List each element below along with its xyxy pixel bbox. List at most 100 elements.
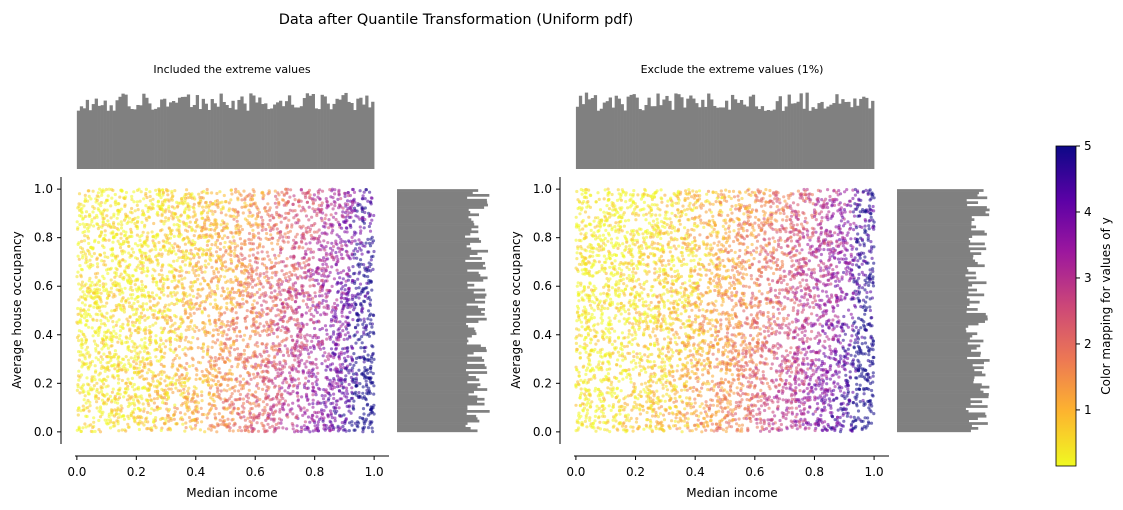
- scatter-point: [175, 245, 179, 249]
- scatter-point: [183, 384, 187, 388]
- scatter-point: [187, 386, 191, 390]
- histogram-bar: [284, 101, 289, 169]
- scatter-point: [109, 216, 113, 220]
- scatter-point: [99, 410, 103, 414]
- scatter-point: [186, 196, 190, 200]
- scatter-point: [253, 201, 257, 205]
- scatter-point: [212, 276, 216, 280]
- scatter-point: [133, 349, 137, 353]
- scatter-point: [338, 397, 342, 401]
- scatter-point: [273, 189, 277, 193]
- scatter-point: [249, 377, 253, 381]
- scatter-point: [291, 351, 295, 355]
- scatter-point: [366, 426, 371, 430]
- scatter-point: [327, 352, 331, 356]
- scatter-point: [230, 400, 234, 404]
- scatter-point: [104, 238, 108, 242]
- scatter-point: [211, 333, 216, 337]
- histogram-bar: [397, 412, 467, 416]
- scatter-point: [143, 336, 147, 340]
- scatter-point: [266, 422, 270, 426]
- scatter-point: [232, 406, 236, 410]
- histogram-bar: [255, 102, 259, 169]
- scatter-point: [167, 226, 171, 230]
- scatter-point: [312, 230, 317, 234]
- scatter-point: [310, 416, 314, 420]
- scatter-point: [340, 247, 345, 251]
- scatter-point: [215, 306, 219, 310]
- scatter-point: [177, 274, 181, 278]
- scatter-point: [345, 219, 349, 223]
- scatter-point: [293, 358, 297, 362]
- scatter-point: [362, 190, 366, 194]
- scatter-point: [361, 391, 365, 395]
- scatter-point: [119, 272, 123, 276]
- scatter-point: [288, 195, 292, 199]
- scatter-point: [308, 420, 312, 424]
- scatter-point: [236, 196, 240, 200]
- scatter-point: [118, 195, 122, 199]
- scatter-point: [344, 226, 348, 230]
- scatter-point: [181, 319, 185, 323]
- histogram-bar: [320, 94, 324, 169]
- scatter-point: [177, 280, 181, 284]
- scatter-point: [331, 215, 336, 219]
- scatter-point: [243, 357, 247, 361]
- scatter-point: [100, 312, 104, 316]
- scatter-point: [126, 422, 130, 426]
- scatter-point: [351, 318, 355, 322]
- histogram-bar: [397, 363, 485, 367]
- scatter-point: [172, 274, 176, 278]
- scatter-point: [173, 406, 177, 410]
- scatter-point: [130, 206, 134, 211]
- scatter-point: [220, 255, 224, 259]
- scatter-point: [78, 391, 82, 395]
- scatter-point: [110, 410, 114, 414]
- scatter-point: [146, 381, 150, 385]
- histogram-bar: [371, 101, 375, 169]
- scatter-point: [284, 216, 288, 220]
- scatter-point: [321, 298, 325, 303]
- scatter-point: [323, 394, 327, 398]
- scatter-point: [328, 188, 332, 192]
- scatter-point: [192, 206, 196, 210]
- scatter-point: [231, 385, 235, 390]
- scatter-point: [345, 337, 349, 341]
- scatter-point: [301, 371, 305, 375]
- scatter-point: [180, 300, 184, 304]
- scatter-point: [368, 229, 373, 233]
- scatter-point: [351, 265, 355, 269]
- scatter-point: [142, 269, 146, 274]
- scatter-point: [245, 399, 249, 404]
- scatter-point: [107, 222, 111, 227]
- scatter-point: [315, 241, 319, 245]
- scatter-point: [88, 287, 92, 291]
- scatter-point: [135, 318, 139, 322]
- scatter-point: [151, 379, 155, 383]
- scatter-point: [278, 230, 282, 234]
- histogram-bar: [174, 102, 179, 169]
- scatter-point: [350, 390, 354, 394]
- scatter-point: [94, 275, 98, 279]
- scatter-point: [290, 309, 295, 313]
- scatter-point: [208, 322, 212, 326]
- scatter-point: [136, 215, 140, 219]
- histogram-bar: [397, 361, 468, 365]
- scatter-point: [309, 224, 314, 228]
- scatter-point: [317, 228, 321, 232]
- scatter-point: [235, 347, 240, 351]
- scatter-point: [243, 242, 247, 246]
- scatter-point: [86, 365, 90, 369]
- scatter-point: [207, 427, 211, 431]
- scatter-point: [260, 228, 264, 232]
- scatter-point: [210, 345, 214, 349]
- scatter-point: [253, 283, 258, 287]
- scatter-point: [115, 374, 119, 378]
- scatter-point: [155, 384, 159, 388]
- histogram-bar: [397, 373, 469, 377]
- scatter-point: [322, 400, 326, 405]
- scatter-point: [261, 218, 265, 222]
- scatter-point: [247, 254, 251, 258]
- histogram-bar: [397, 322, 467, 326]
- scatter-point: [236, 316, 240, 320]
